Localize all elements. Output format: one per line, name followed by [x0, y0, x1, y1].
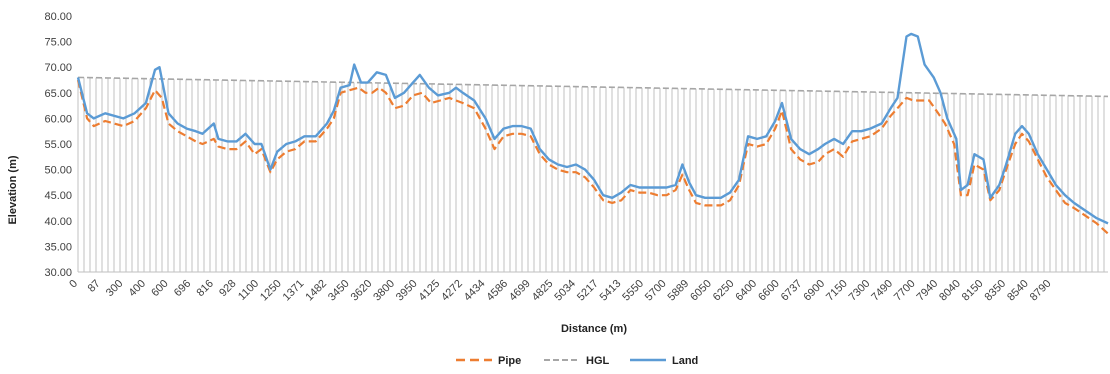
- x-tick-label: 1482: [303, 278, 329, 304]
- x-tick-label: 4272: [439, 278, 465, 304]
- series-lines: [76, 32, 1109, 235]
- x-tick-label: 6250: [711, 278, 737, 304]
- x-tick-label: 928: [217, 278, 238, 299]
- x-tick-label: 3800: [371, 278, 397, 304]
- x-tick-label: 816: [194, 278, 215, 299]
- x-tick-label: 7490: [869, 278, 895, 304]
- x-tick-label: 4825: [530, 278, 556, 304]
- y-tick-label: 45.00: [44, 190, 72, 202]
- y-tick-label: 50.00: [44, 165, 72, 177]
- x-tick-label: 7940: [915, 278, 941, 304]
- x-tick-label: 600: [149, 278, 170, 299]
- x-tick-label: 8540: [1005, 278, 1031, 304]
- x-tick-label: 7300: [847, 278, 873, 304]
- x-tick-label: 696: [172, 278, 193, 299]
- x-tick-label: 87: [86, 278, 103, 295]
- y-axis-ticks: 30.00 35.00 40.00 45.00 50.00 55.00 60.00 65.00…: [44, 11, 72, 279]
- y-tick-label: 40.00: [44, 216, 72, 228]
- x-tick-label: 6600: [756, 278, 782, 304]
- legend-label: HGL: [586, 355, 610, 367]
- x-axis-title: Distance (m): [561, 323, 627, 335]
- y-tick-label: 70.00: [44, 62, 72, 74]
- y-axis-title: Elevation (m): [7, 155, 19, 224]
- x-tick-label: 8150: [960, 278, 986, 304]
- legend-item-hgl: HGL: [544, 355, 610, 367]
- x-tick-label: 6737: [779, 278, 805, 304]
- y-tick-label: 30.00: [44, 267, 72, 279]
- y-tick-label: 65.00: [44, 88, 72, 100]
- x-tick-label: 1100: [236, 278, 261, 303]
- legend-label: Land: [672, 355, 698, 367]
- legend-item-pipe: Pipe: [456, 355, 521, 367]
- x-tick-label: 3950: [394, 278, 420, 304]
- x-axis-ticks: 0 87 300 400 600 696 816 9281100125013711482345…: [67, 278, 1053, 304]
- x-tick-label: 5889: [666, 278, 692, 304]
- x-tick-label: 3620: [349, 278, 375, 304]
- x-tick-label: 6400: [733, 278, 759, 304]
- y-tick-label: 80.00: [44, 11, 72, 23]
- legend-item-land: Land: [630, 355, 698, 367]
- x-tick-label: 0: [67, 278, 80, 291]
- x-tick-label: 1371: [281, 278, 307, 304]
- x-tick-label: 3450: [326, 278, 352, 304]
- series-land-line: [76, 32, 1109, 225]
- x-tick-label: 4125: [417, 278, 443, 304]
- x-tick-label: 5413: [598, 278, 624, 304]
- x-tick-label: 400: [127, 278, 148, 299]
- x-tick-label: 6900: [801, 278, 827, 304]
- y-tick-label: 75.00: [44, 37, 72, 49]
- x-tick-label: 7700: [892, 278, 918, 304]
- y-tick-label: 60.00: [44, 113, 72, 125]
- x-tick-label: 8790: [1028, 278, 1054, 304]
- x-tick-label: 300: [104, 278, 125, 299]
- x-tick-label: 1250: [258, 278, 284, 304]
- y-tick-label: 55.00: [44, 139, 72, 151]
- x-tick-label: 5550: [620, 278, 646, 304]
- x-tick-label: 4699: [507, 278, 533, 304]
- hgl-hatch-fill: [77, 77, 1105, 272]
- x-tick-label: 5700: [643, 278, 669, 304]
- x-tick-label: 5034: [552, 278, 578, 304]
- x-tick-label: 4434: [462, 278, 488, 304]
- x-tick-label: 7150: [824, 278, 850, 304]
- x-tick-label: 8040: [937, 278, 963, 304]
- series-hgl-line: [77, 76, 1109, 98]
- legend-label: Pipe: [498, 355, 521, 367]
- series-pipe-line: [76, 79, 1109, 235]
- y-tick-label: 35.00: [44, 241, 72, 253]
- x-tick-label: 8350: [982, 278, 1008, 304]
- x-tick-label: 5217: [575, 278, 601, 304]
- legend: Pipe HGL Land: [456, 355, 698, 367]
- x-tick-label: 4586: [484, 278, 510, 304]
- x-tick-label: 6050: [688, 278, 714, 304]
